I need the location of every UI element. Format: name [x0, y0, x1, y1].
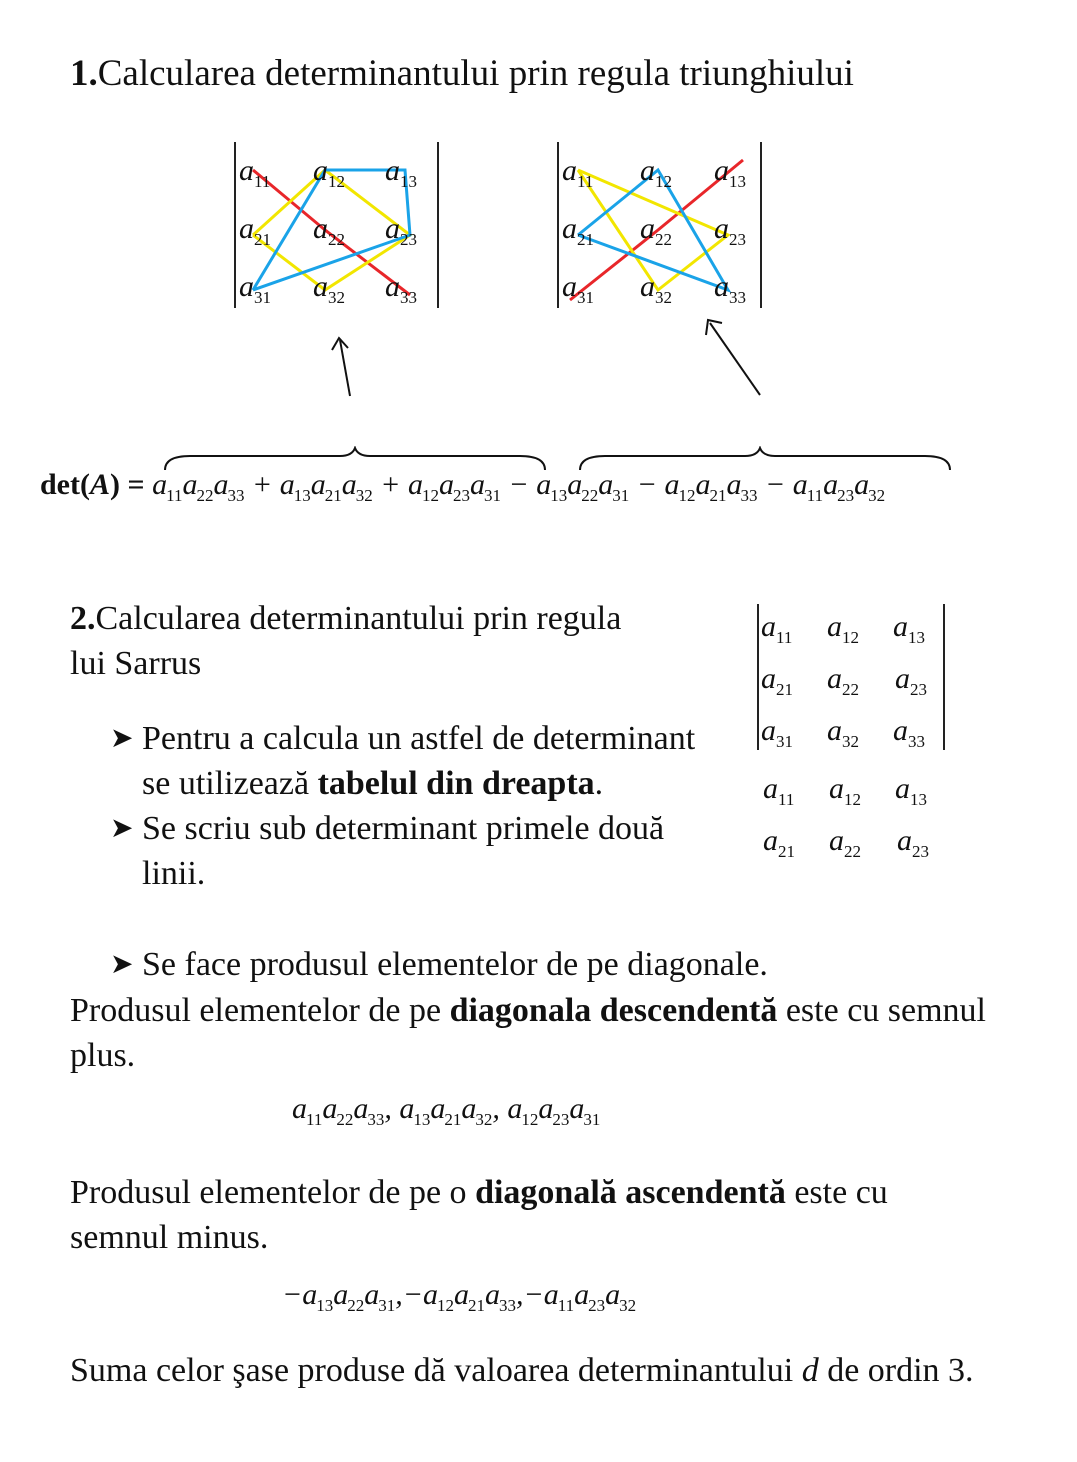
paragraph-ascending: Produsul elementelor de pe o diagonală a… [70, 1174, 888, 1256]
triangle-rule-matrix-positive: a11 a12 a13 a21 a22 a23 a31 a32 a33 [234, 142, 439, 308]
svg-text:a12: a12 [313, 154, 345, 191]
bullet-list-2: ➤ Se face produsul elementelor de pe dia… [110, 942, 1010, 987]
blue-triangle-line [251, 168, 412, 292]
svg-text:a11: a11 [239, 154, 270, 191]
section1-title: Calcularea determinantului prin regula t… [97, 53, 854, 94]
minus-products: −a13a22a31,−a12a21a33,−a11a23a32 [282, 1278, 637, 1315]
section2-heading: 2.Calcularea determinantului prin regula… [70, 596, 730, 686]
bullet-item-3: ➤ Se face produsul elementelor de pe dia… [110, 942, 1010, 987]
svg-text:a32: a32 [640, 270, 672, 307]
sarrus-table: a11 a12 a13 a21 a22 a23 a31 a32 a33 a11 … [745, 600, 955, 870]
svg-text:a22: a22 [640, 212, 672, 249]
svg-text:a23: a23 [385, 212, 417, 249]
bullet-arrow-icon: ➤ [110, 949, 134, 980]
arrow-up-icon [331, 336, 351, 397]
blue-triangle-line [577, 167, 732, 293]
svg-text:a12: a12 [640, 154, 672, 191]
section2-title-line2: lui Sarrus [70, 645, 202, 682]
paragraph-sum: Suma celor şase produse dă valoarea dete… [70, 1352, 974, 1389]
svg-text:a32: a32 [313, 270, 345, 307]
section1-number: 1. [70, 53, 98, 94]
bullet-item-1: ➤ Pentru a calcula un astfel de determin… [110, 716, 730, 806]
det-lhs: det(A) = [40, 468, 145, 501]
det-terms: a11a22a33 + a13a21a32 + a12a23a31 − a13a… [152, 468, 886, 505]
determinant-formula: det(A) = a11a22a33 + a13a21a32 + a12a23a… [40, 468, 885, 506]
svg-text:a33: a33 [385, 270, 417, 307]
bullet-item-2: ➤ Se scriu sub determinant primele două … [110, 806, 702, 896]
svg-text:a11: a11 [562, 154, 593, 191]
bullet-list: ➤ Pentru a calcula un astfel de determin… [110, 716, 730, 896]
triangle-rule-matrix-negative: a11 a12 a13 a21 a22 a23 a31 a32 a33 [557, 142, 762, 308]
svg-text:a13: a13 [385, 154, 417, 191]
svg-text:a31: a31 [562, 270, 594, 307]
paragraph-descending: Produsul elementelor de pe diagonala des… [70, 992, 986, 1074]
red-antidiagonal-line [569, 158, 744, 302]
svg-text:a31: a31 [239, 270, 271, 307]
svg-text:a33: a33 [714, 270, 746, 307]
yellow-triangle-line [576, 168, 731, 293]
svg-text:a22: a22 [313, 212, 345, 249]
red-diagonal-line [252, 168, 411, 297]
bullet-arrow-icon: ➤ [110, 813, 134, 844]
section2-title-line1: Calcularea determinantului prin regula [95, 600, 622, 637]
svg-text:a21: a21 [239, 212, 271, 249]
arrow-up-left-icon [705, 318, 761, 396]
overbraces [164, 446, 951, 471]
plus-products: a11a22a33, a13a21a32, a12a23a31 [292, 1092, 601, 1129]
section2-number: 2. [70, 600, 96, 637]
bullet-arrow-icon: ➤ [110, 723, 134, 754]
svg-text:a21: a21 [562, 212, 594, 249]
svg-text:a23: a23 [714, 212, 746, 249]
section1-heading: 1.Calcularea determinantului prin regula… [70, 52, 854, 96]
